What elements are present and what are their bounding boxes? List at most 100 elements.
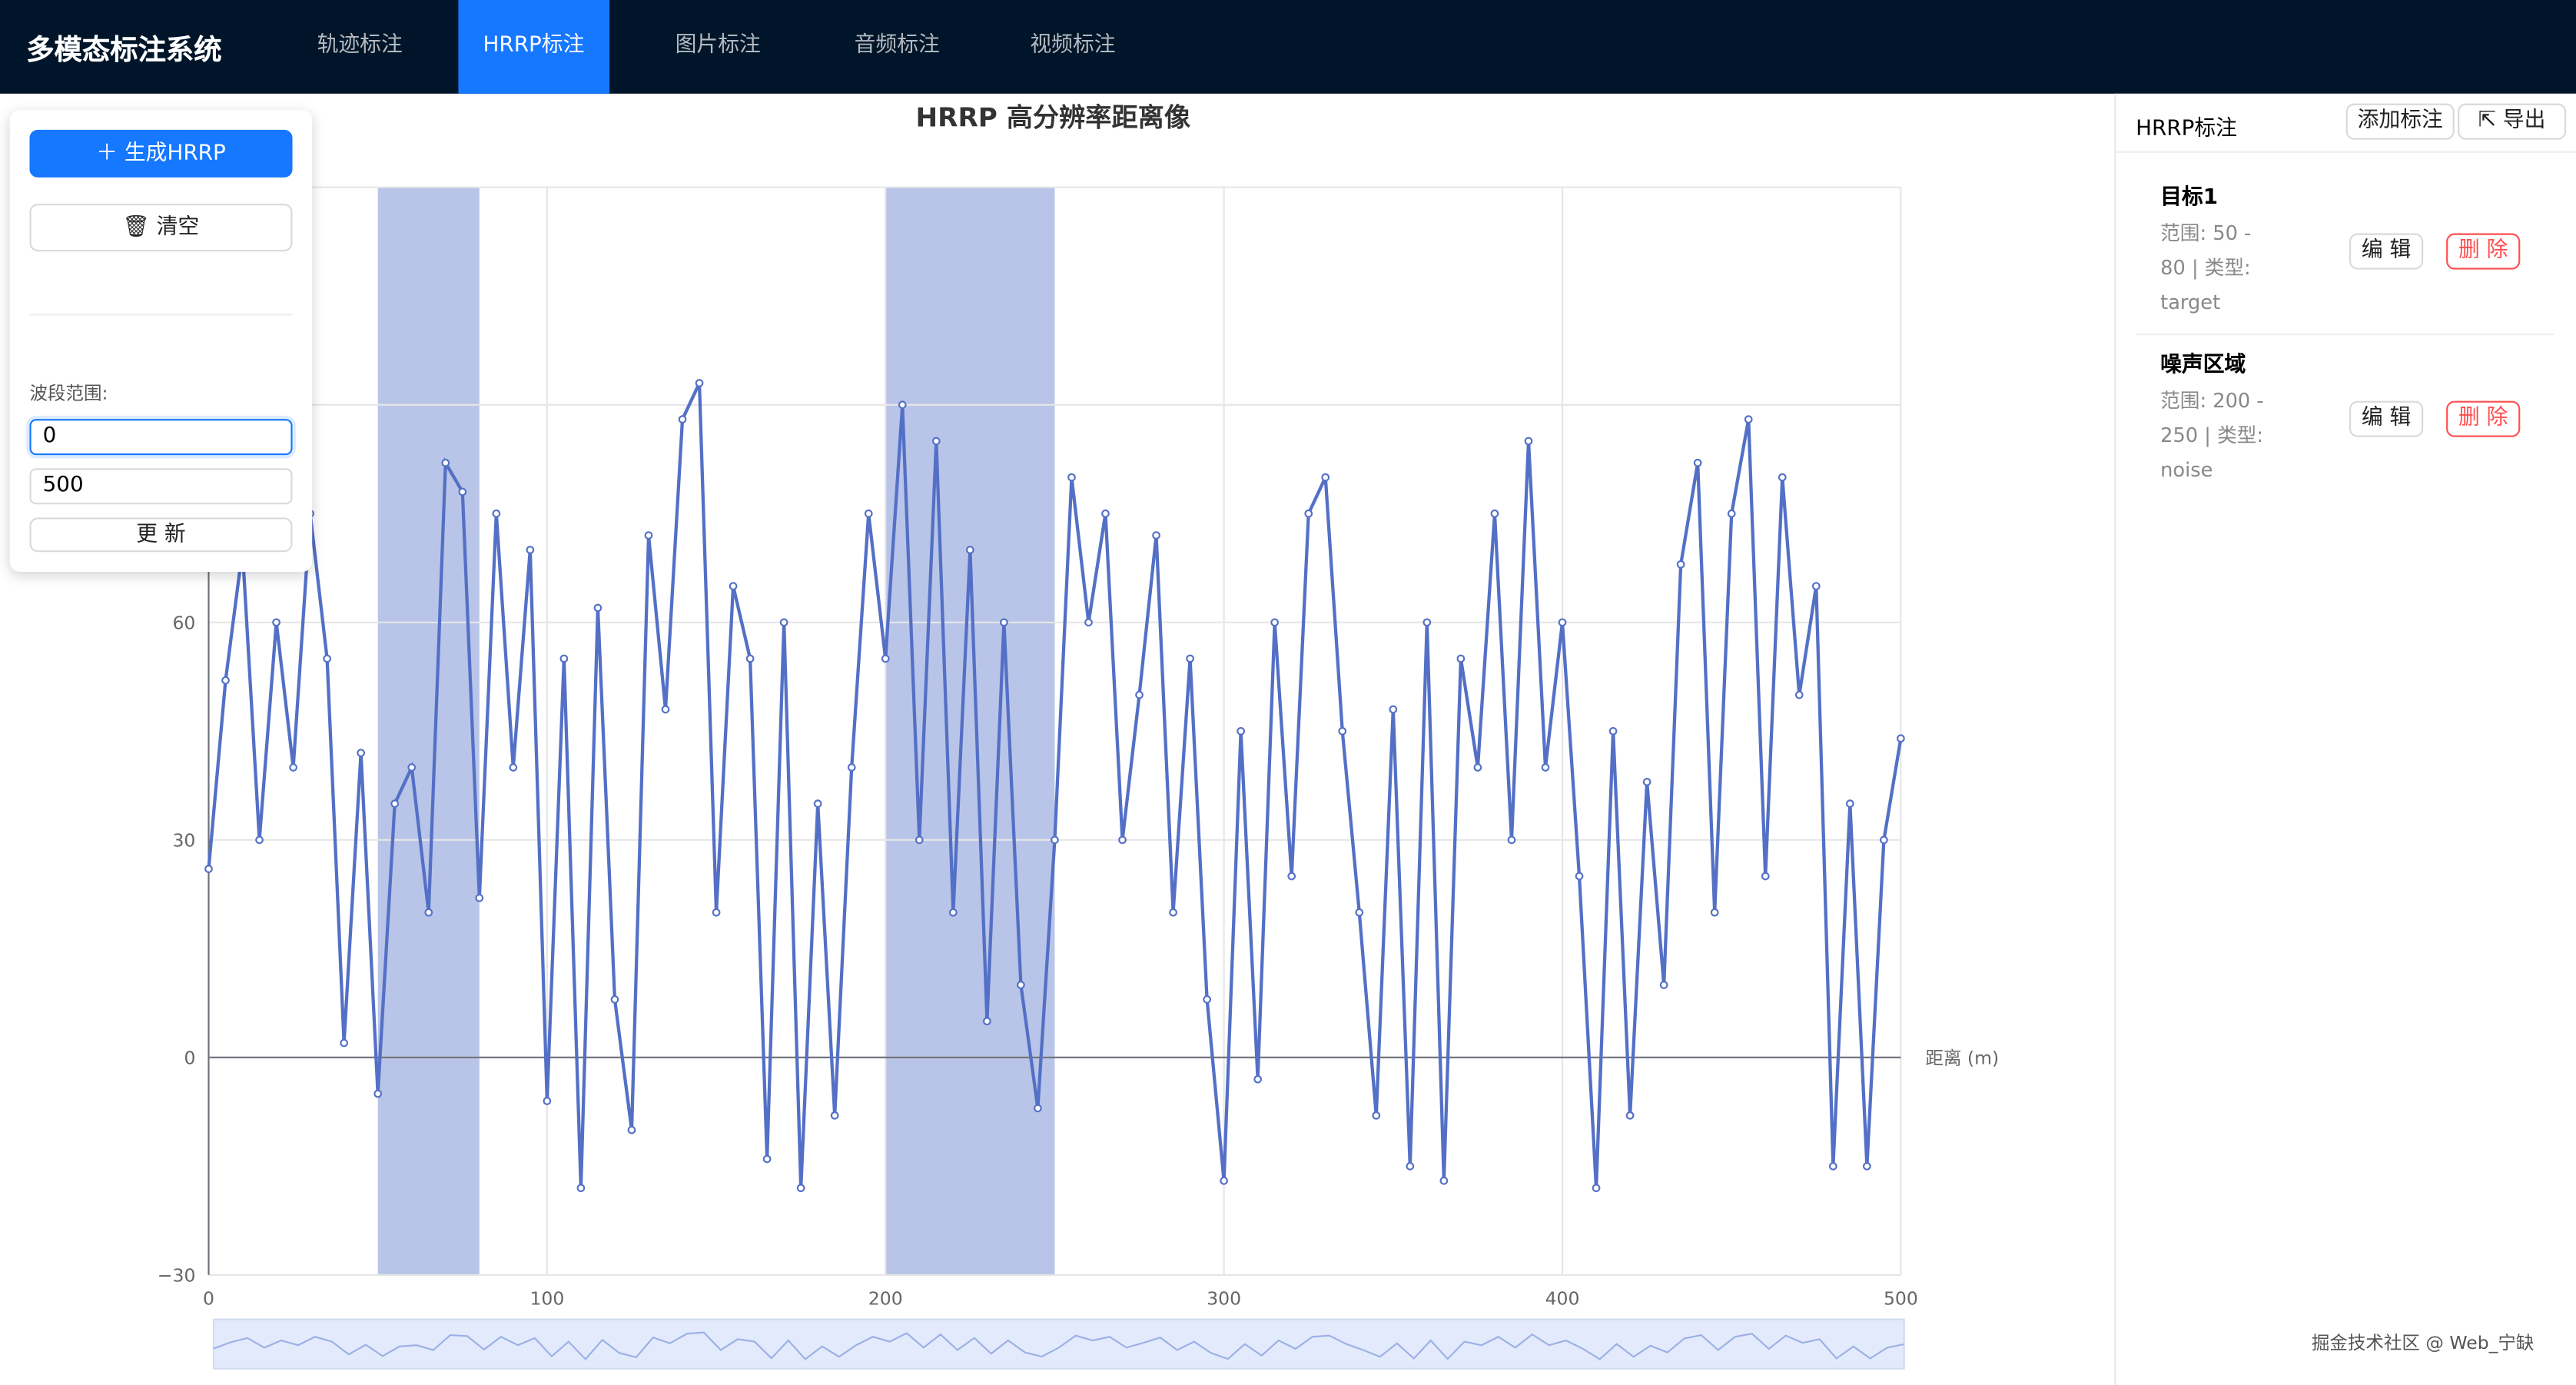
data-point: [1541, 763, 1550, 772]
data-point: [864, 509, 873, 518]
data-point: [492, 509, 501, 518]
data-point: [948, 908, 958, 917]
data-point: [1794, 690, 1804, 699]
data-point: [509, 763, 518, 772]
data-point: [1727, 509, 1736, 518]
data-point: [475, 893, 484, 902]
data-point: [678, 415, 687, 423]
x-tick-label: 200: [868, 1287, 903, 1309]
chart-title: HRRP 高分辨率距离像: [916, 103, 1191, 134]
data-point: [1304, 509, 1313, 518]
clear-label: 清空: [156, 215, 200, 241]
data-point: [373, 1089, 383, 1098]
data-point: [272, 618, 281, 627]
data-point: [610, 995, 619, 1004]
data-point: [762, 1154, 772, 1164]
data-point: [1456, 654, 1466, 663]
edit-button[interactable]: 编 辑: [2349, 400, 2424, 437]
data-point: [1676, 560, 1685, 569]
item-detail: 范围: 50 - 80 | 类型: target: [2160, 221, 2252, 314]
generate-button[interactable]: ＋ 生成HRRP: [29, 129, 293, 178]
data-point: [1169, 908, 1177, 917]
data-point: [1220, 1176, 1228, 1185]
data-point: [407, 763, 417, 772]
data-point: [1034, 1104, 1042, 1113]
data-point: [1287, 872, 1296, 881]
data-point: [1000, 618, 1008, 627]
data-point: [1897, 734, 1905, 743]
data-point: [644, 531, 653, 540]
data-point: [1625, 1111, 1635, 1120]
data-point: [745, 654, 755, 663]
export-button[interactable]: ⇱ 导出: [2458, 103, 2567, 140]
data-point: [1744, 415, 1753, 423]
data-point: [1203, 995, 1211, 1004]
data-point: [424, 908, 433, 917]
data-point: [1490, 509, 1499, 518]
data-point: [881, 654, 890, 663]
data-point: [204, 865, 213, 873]
delete-button[interactable]: 删 除: [2446, 400, 2521, 437]
data-point: [289, 763, 297, 772]
watermark: 掘金技术社区 @ Web_宁缺: [2311, 1332, 2535, 1354]
y-tick-label: −30: [158, 1264, 196, 1286]
data-point: [729, 582, 738, 590]
data-point: [1761, 872, 1770, 881]
nav-tab[interactable]: 轨迹标注: [317, 32, 403, 58]
data-point: [1642, 778, 1651, 786]
data-point: [1558, 618, 1567, 627]
data-point: [695, 379, 704, 387]
data-point: [627, 1125, 636, 1134]
start-input[interactable]: 0: [29, 419, 293, 456]
data-point: [1439, 1176, 1449, 1185]
divider: [29, 314, 293, 316]
end-input[interactable]: 500: [29, 468, 293, 505]
data-point: [1186, 654, 1194, 663]
delete-button[interactable]: 删 除: [2446, 233, 2521, 270]
data-point: [1575, 872, 1584, 881]
data-point: [1473, 763, 1482, 772]
nav-tab[interactable]: HRRP标注: [458, 0, 609, 94]
data-point: [1017, 981, 1025, 989]
nav-tab[interactable]: 音频标注: [854, 32, 940, 58]
data-point: [1084, 618, 1093, 627]
data-point: [390, 799, 400, 808]
data-point: [1507, 835, 1516, 845]
data-point: [441, 458, 450, 467]
data-point: [1372, 1111, 1381, 1120]
clear-button[interactable]: 🗑 清空: [29, 204, 293, 252]
generate-label: 生成HRRP: [124, 141, 226, 166]
data-point: [1863, 1162, 1871, 1171]
nav-tab[interactable]: 视频标注: [1030, 32, 1116, 58]
sidebar-title: HRRP标注: [2136, 116, 2237, 141]
x-tick-label: 100: [529, 1287, 564, 1309]
add-button[interactable]: 添加标注: [2345, 103, 2455, 140]
data-point: [830, 1111, 839, 1120]
navbar: 多模态标注系统 轨迹标注 HRRP标注 图片标注 音频标注 视频标注: [0, 0, 2576, 94]
y-tick-label: 0: [184, 1047, 195, 1068]
data-point: [1828, 1162, 1837, 1171]
data-point: [1880, 835, 1888, 845]
edit-button[interactable]: 编 辑: [2349, 233, 2424, 270]
item-name: 噪声区域: [2160, 353, 2246, 378]
divider: [2136, 333, 2555, 336]
data-point: [1693, 458, 1702, 467]
item-name: 目标1: [2160, 185, 2219, 211]
update-button[interactable]: 更 新: [29, 517, 293, 553]
nav-tab[interactable]: 图片标注: [675, 32, 761, 58]
data-point: [543, 1097, 552, 1105]
data-point: [1253, 1074, 1263, 1084]
data-point: [1270, 618, 1280, 627]
data-point: [712, 908, 721, 917]
data-point: [1778, 473, 1787, 482]
data-point: [1710, 908, 1719, 917]
data-point: [1422, 618, 1432, 627]
mark-area: [885, 187, 1055, 1275]
divider: [2116, 151, 2576, 153]
data-point: [1845, 799, 1854, 808]
data-point: [1237, 726, 1245, 736]
data-point: [1355, 908, 1364, 917]
data-point: [340, 1038, 348, 1048]
zoom-preview-line: [213, 1331, 1904, 1361]
